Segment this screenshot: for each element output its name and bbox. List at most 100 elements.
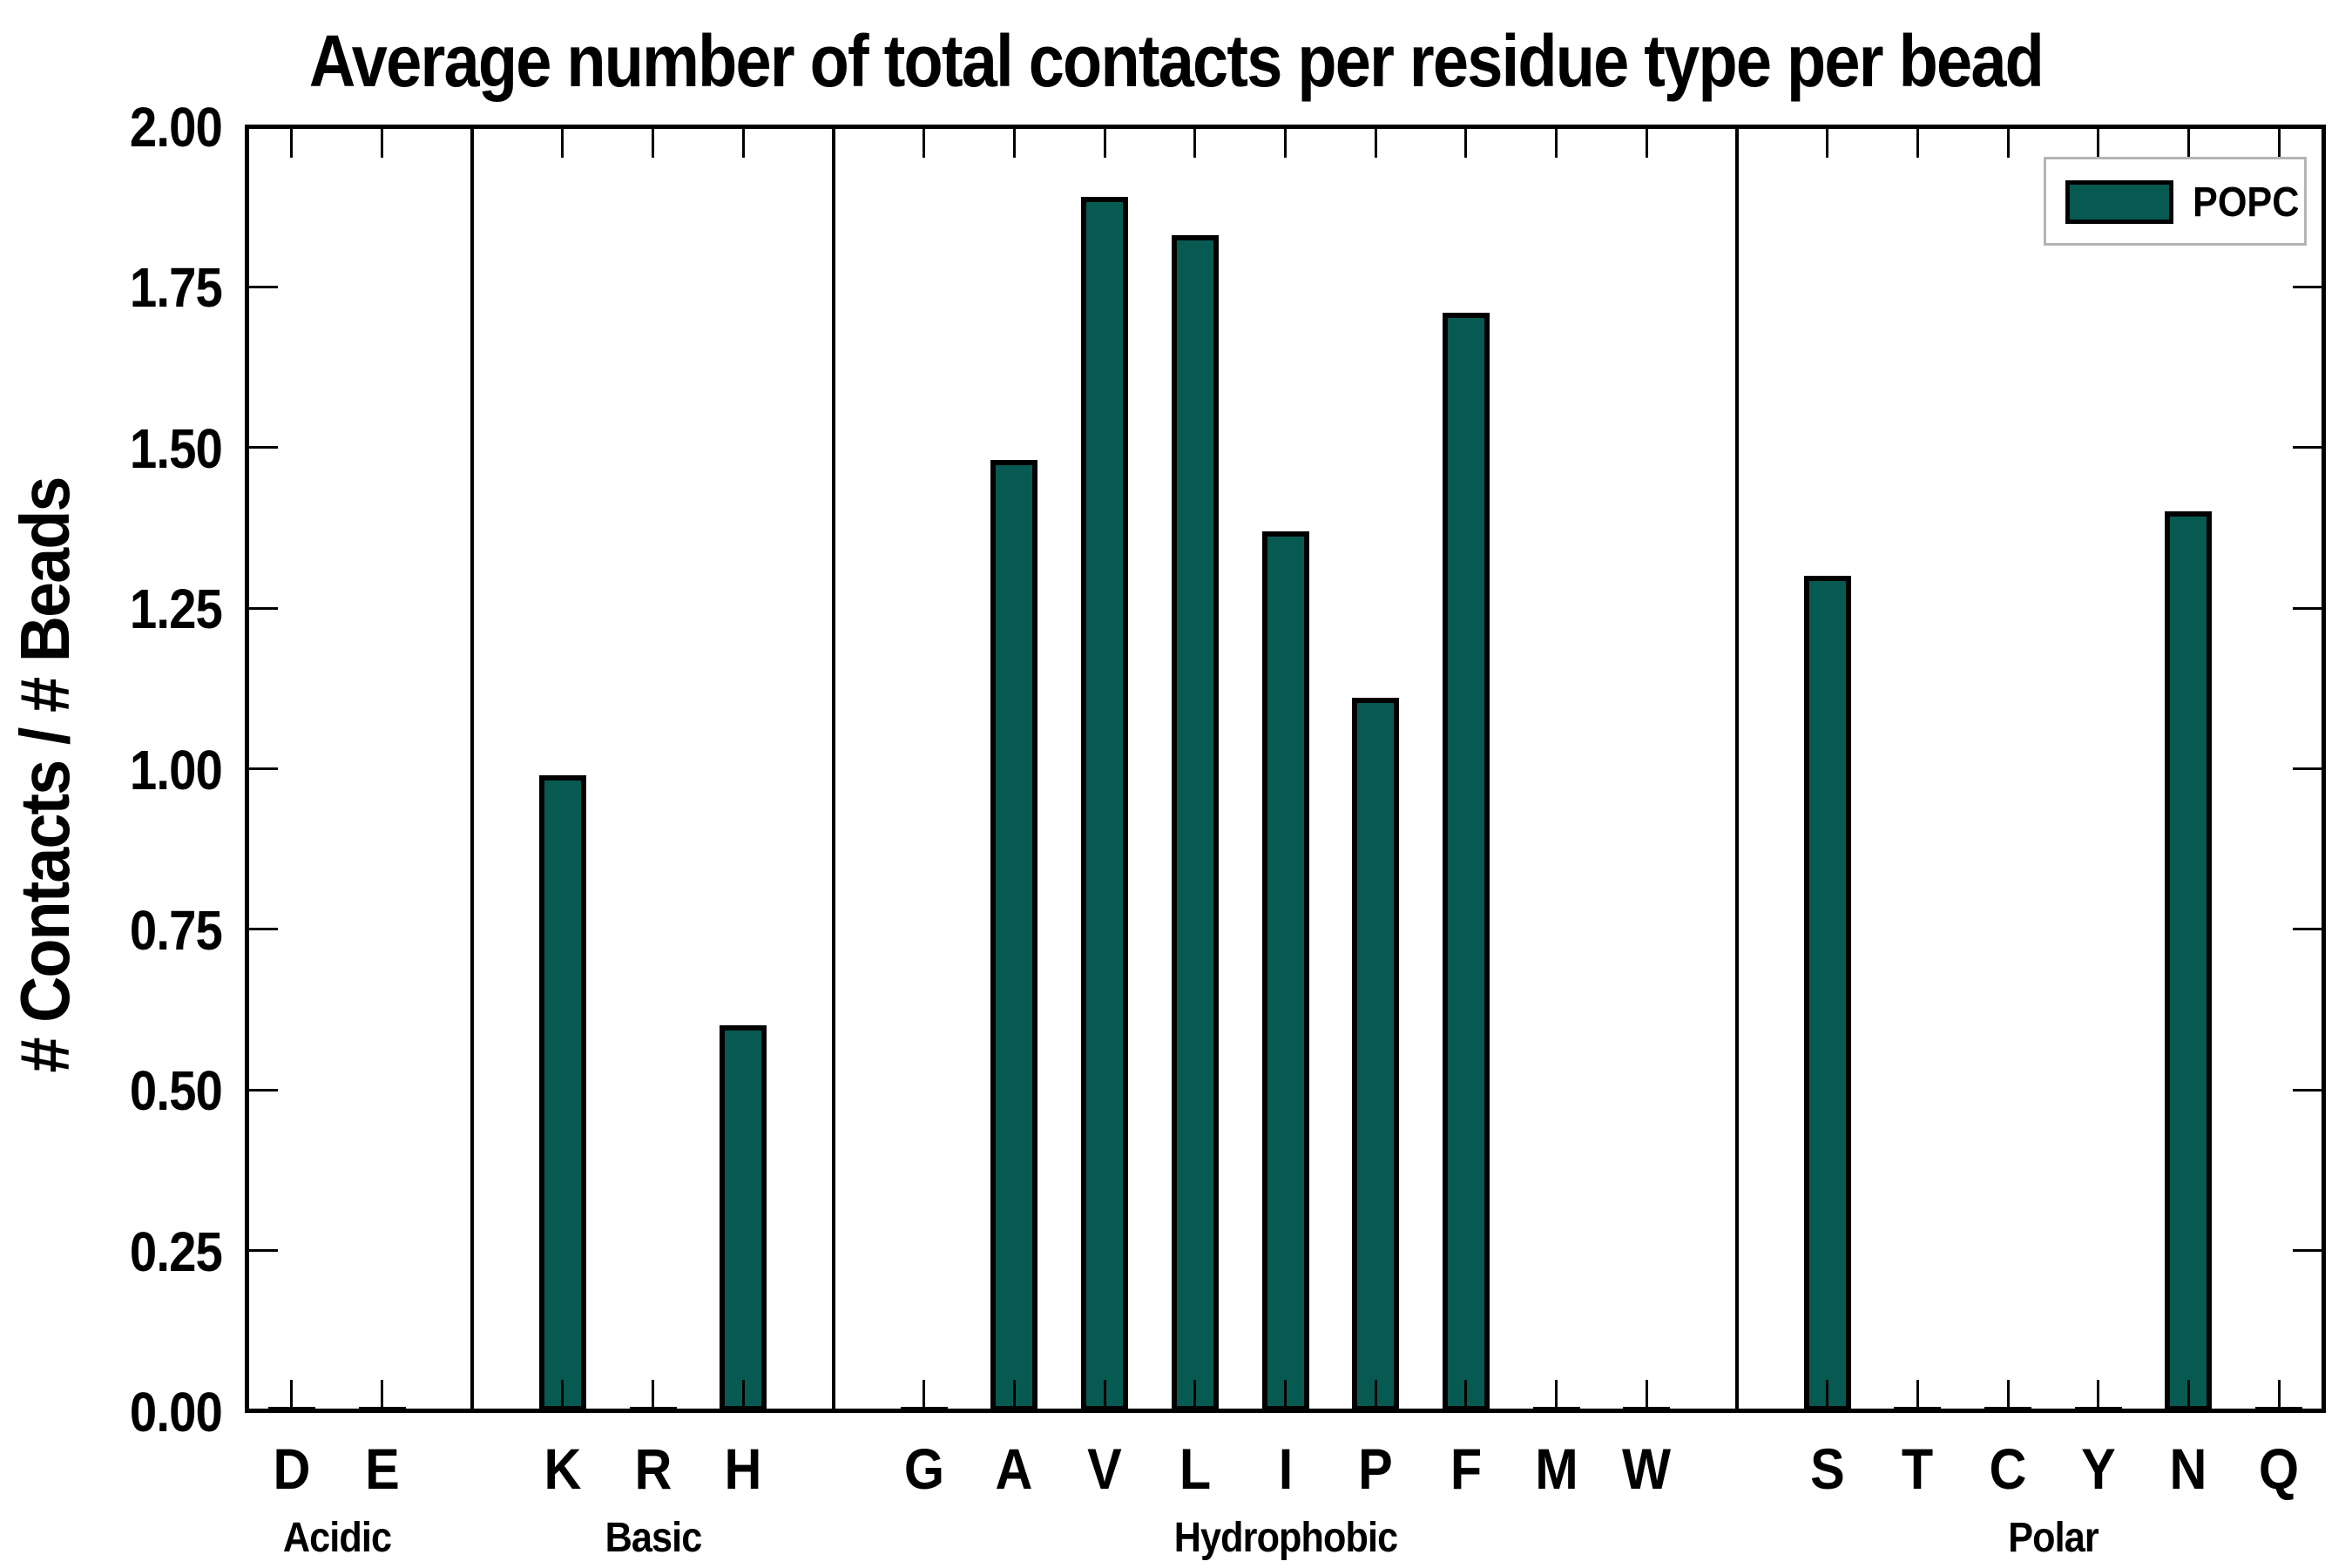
x-tick bbox=[1645, 1380, 1648, 1411]
x-tick bbox=[561, 1380, 564, 1411]
x-tick bbox=[1193, 1380, 1197, 1411]
x-tick-label-Q: Q bbox=[2259, 1436, 2300, 1501]
x-tick-label-T: T bbox=[1902, 1436, 1934, 1501]
x-tick-label-K: K bbox=[544, 1436, 582, 1501]
x-tick-label-S: S bbox=[1809, 1436, 1845, 1501]
bar-S bbox=[1803, 576, 1851, 1411]
bar-A bbox=[990, 460, 1038, 1411]
x-tick bbox=[381, 126, 384, 158]
x-tick bbox=[1916, 126, 1919, 158]
x-tick bbox=[1826, 126, 1829, 158]
x-tick bbox=[1645, 126, 1648, 158]
x-tick bbox=[1284, 126, 1287, 158]
x-tick-label-M: M bbox=[1534, 1436, 1578, 1501]
chart-title: Average number of total contacts per res… bbox=[308, 20, 2044, 102]
x-tick-label-F: F bbox=[1450, 1436, 1483, 1501]
x-tick bbox=[652, 1380, 655, 1411]
y-tick bbox=[247, 1088, 278, 1092]
x-tick bbox=[2186, 126, 2190, 158]
y-tick bbox=[247, 285, 278, 288]
x-tick bbox=[741, 1380, 745, 1411]
x-tick-label-G: G bbox=[903, 1436, 944, 1501]
x-tick bbox=[2097, 126, 2100, 158]
x-tick bbox=[1555, 126, 1558, 158]
x-tick bbox=[1193, 126, 1197, 158]
x-tick bbox=[290, 1380, 294, 1411]
group-label-basic: Basic bbox=[605, 1515, 702, 1561]
bar-I bbox=[1261, 531, 1309, 1411]
group-separator bbox=[470, 126, 475, 1411]
y-tick-label: 0.00 bbox=[129, 1381, 223, 1443]
x-tick bbox=[1916, 1380, 1919, 1411]
x-tick bbox=[1103, 1380, 1106, 1411]
x-tick bbox=[2006, 1380, 2010, 1411]
y-tick bbox=[2293, 446, 2324, 449]
x-tick bbox=[923, 1380, 926, 1411]
group-separator bbox=[1734, 126, 1739, 1411]
bar-N bbox=[2165, 511, 2213, 1411]
y-tick-label: 0.25 bbox=[129, 1220, 223, 1283]
x-tick-label-L: L bbox=[1179, 1436, 1211, 1501]
x-tick bbox=[290, 126, 294, 158]
x-tick-label-N: N bbox=[2169, 1436, 2207, 1501]
legend-color-patch bbox=[2065, 180, 2173, 224]
y-tick-label: 1.50 bbox=[129, 416, 223, 480]
y-tick bbox=[247, 767, 278, 770]
y-tick-label: 1.00 bbox=[129, 738, 223, 801]
x-tick bbox=[2097, 1380, 2100, 1411]
bar-V bbox=[1081, 197, 1129, 1411]
x-tick bbox=[2277, 126, 2281, 158]
y-tick-label: 1.75 bbox=[129, 256, 223, 320]
x-tick bbox=[381, 1380, 384, 1411]
x-tick bbox=[1374, 1380, 1377, 1411]
bar-P bbox=[1352, 698, 1400, 1411]
x-tick-label-W: W bbox=[1622, 1436, 1672, 1501]
group-label-polar: Polar bbox=[2008, 1515, 2099, 1561]
y-tick bbox=[2293, 285, 2324, 288]
y-tick-label: 1.25 bbox=[129, 578, 223, 641]
x-tick bbox=[1284, 1380, 1287, 1411]
legend: POPC bbox=[2044, 157, 2307, 246]
x-tick bbox=[1555, 1380, 1558, 1411]
x-tick-label-C: C bbox=[1989, 1436, 2027, 1501]
x-tick bbox=[741, 126, 745, 158]
x-tick-label-A: A bbox=[995, 1436, 1033, 1501]
bar-K bbox=[538, 775, 586, 1411]
x-tick-label-I: I bbox=[1278, 1436, 1293, 1501]
x-tick bbox=[1464, 126, 1468, 158]
legend-label: POPC bbox=[2193, 179, 2300, 226]
x-tick-label-Y: Y bbox=[2080, 1436, 2116, 1501]
x-tick-label-R: R bbox=[634, 1436, 672, 1501]
bar-F bbox=[1442, 313, 1490, 1411]
y-tick-label: 0.50 bbox=[129, 1059, 223, 1123]
y-tick bbox=[247, 1249, 278, 1253]
y-tick bbox=[2293, 1249, 2324, 1253]
x-tick bbox=[1103, 126, 1106, 158]
bar-L bbox=[1171, 235, 1219, 1411]
x-tick-label-P: P bbox=[1358, 1436, 1394, 1501]
x-tick-label-V: V bbox=[1087, 1436, 1122, 1501]
y-tick bbox=[2293, 767, 2324, 770]
x-tick bbox=[2186, 1380, 2190, 1411]
y-tick-label: 0.75 bbox=[129, 898, 223, 962]
x-tick bbox=[1464, 1380, 1468, 1411]
x-tick bbox=[923, 126, 926, 158]
x-tick bbox=[561, 126, 564, 158]
x-tick bbox=[1374, 126, 1377, 158]
x-tick bbox=[1826, 1380, 1829, 1411]
y-tick-label: 2.00 bbox=[129, 96, 223, 159]
x-tick bbox=[1012, 1380, 1016, 1411]
x-tick-label-D: D bbox=[273, 1436, 311, 1501]
x-tick bbox=[2277, 1380, 2281, 1411]
y-tick bbox=[2293, 606, 2324, 610]
x-tick bbox=[2006, 126, 2010, 158]
y-tick bbox=[2293, 928, 2324, 931]
y-tick bbox=[2293, 1088, 2324, 1092]
x-tick-label-E: E bbox=[364, 1436, 400, 1501]
x-tick bbox=[652, 126, 655, 158]
group-label-acidic: Acidic bbox=[282, 1515, 392, 1561]
y-tick bbox=[247, 446, 278, 449]
y-tick bbox=[247, 928, 278, 931]
group-separator bbox=[832, 126, 836, 1411]
